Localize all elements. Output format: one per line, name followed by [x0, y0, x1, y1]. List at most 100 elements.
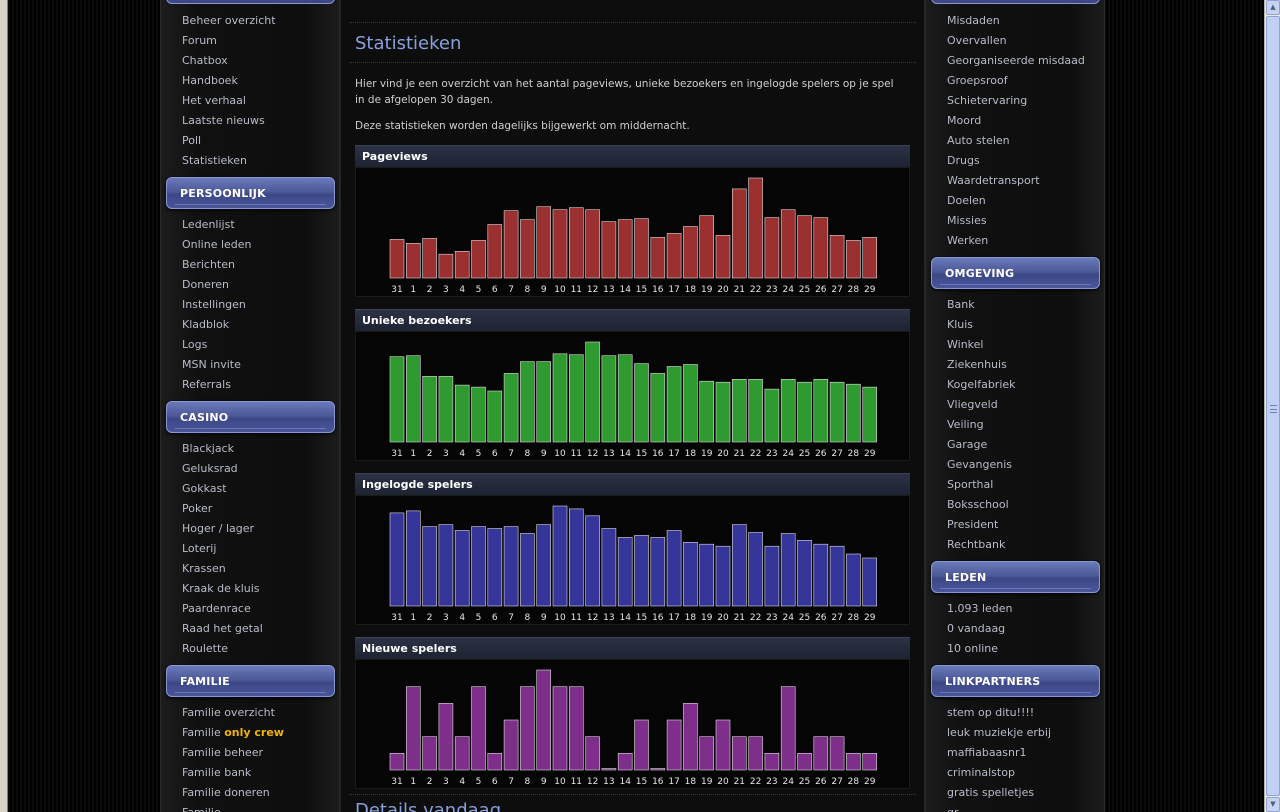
menu-item-roulette[interactable]: Roulette: [182, 642, 229, 655]
menu-item-werken[interactable]: Werken: [947, 234, 989, 247]
menu-item-kogelfabriek[interactable]: Kogelfabriek: [947, 378, 1016, 391]
menu-item-logs[interactable]: Logs: [182, 338, 208, 351]
menu-item-winkel[interactable]: Winkel: [947, 338, 984, 351]
tick-label: 29: [864, 613, 876, 623]
menu-item-handboek[interactable]: Handboek: [182, 74, 238, 87]
menu-item-missies[interactable]: Missies: [947, 214, 987, 227]
menu-item-10-online[interactable]: 10 online: [947, 642, 999, 655]
chart-pageviews: Pageviews 31 1 2 3 4 5 6 7 8 9 10 11 12 13 14 15 16 17 18 1…: [355, 145, 910, 297]
menu-item-paardenrace[interactable]: Paardenrace: [182, 602, 251, 615]
menu-item-schietervaring[interactable]: Schietervaring: [947, 94, 1028, 107]
menu-item-maffiabaasnr1[interactable]: maffiabaasnr1: [947, 746, 1027, 759]
menu-item-raad-het-getal[interactable]: Raad het getal: [182, 622, 263, 635]
menu-item-statistieken[interactable]: Statistieken: [182, 154, 247, 167]
menu-item-groepsroof[interactable]: Groepsroof: [947, 74, 1008, 87]
main-content: Statistieken Hier vind je een overzicht …: [340, 0, 925, 812]
menu-item-kraak-de-kluis[interactable]: Kraak de kluis: [182, 582, 260, 595]
menu-item-familie-beheer[interactable]: Familie beheer: [182, 746, 263, 759]
tick-label: 26: [815, 777, 827, 787]
bar-pageviews-24: [780, 209, 796, 279]
tick-label: 17: [668, 777, 679, 787]
menu-item-kladblok[interactable]: Kladblok: [182, 318, 230, 331]
menu-item-familie-name[interactable]: Familie only crew: [182, 723, 284, 743]
vertical-scrollbar[interactable]: ▲ ▼: [1264, 0, 1280, 812]
menu-item-loterij[interactable]: Loterij: [182, 542, 217, 555]
bar-ingelogde-spelers-24: [780, 533, 796, 607]
menu-item-geluksrad[interactable]: Geluksrad: [182, 462, 238, 475]
scroll-down-arrow-icon[interactable]: ▼: [1266, 797, 1280, 812]
menu-item-online-leden[interactable]: Online leden: [182, 238, 252, 251]
menu-item-garage[interactable]: Garage: [947, 438, 988, 451]
bar-unieke-bezoekers-2: [422, 375, 437, 443]
tick-label: 4: [459, 613, 465, 623]
menu-item-waardetransport[interactable]: Waardetransport: [947, 174, 1040, 187]
menu-item-drugs[interactable]: Drugs: [947, 154, 980, 167]
menu-item-criminalstop[interactable]: criminalstop: [947, 766, 1015, 779]
menu-item-boksschool[interactable]: Boksschool: [947, 498, 1009, 511]
menu-item-moord[interactable]: Moord: [947, 114, 982, 127]
tick-label: 16: [652, 777, 664, 787]
scroll-up-arrow-icon[interactable]: ▲: [1266, 0, 1280, 15]
menu-item-0-vandaag[interactable]: 0 vandaag: [947, 622, 1006, 635]
menu-item-ledenlijst[interactable]: Ledenlijst: [182, 218, 235, 231]
menu-item-leuk-muziekje-erbij[interactable]: leuk muziekje erbij: [947, 726, 1052, 739]
menu-item-georganiseerde-misdaad[interactable]: Georganiseerde misdaad: [947, 54, 1085, 67]
menu-item-auto-stelen[interactable]: Auto stelen: [947, 134, 1010, 147]
menu-item-gokkast[interactable]: Gokkast: [182, 482, 227, 495]
tick-label: 26: [815, 449, 827, 459]
bar-unieke-bezoekers-31: [389, 356, 405, 443]
menu-item-familie-doneren[interactable]: Familie doneren: [182, 786, 270, 799]
menu-item-blackjack[interactable]: Blackjack: [182, 442, 234, 455]
menu-item-rechtbank[interactable]: Rechtbank: [947, 538, 1006, 551]
menu-item-poll[interactable]: Poll: [182, 134, 202, 147]
menu-header-familie: FAMILIE: [166, 665, 335, 697]
menu-item-gr[interactable]: gr: [947, 803, 1051, 812]
menu-item-doneren[interactable]: Doneren: [182, 278, 229, 291]
menu-item-instellingen[interactable]: Instellingen: [182, 298, 246, 311]
menu-item-familie-bank[interactable]: Familie bank: [182, 766, 252, 779]
menu-item-poker[interactable]: Poker: [182, 502, 213, 515]
menu-item-gratis-spelletjes[interactable]: gratis spelletjes: [947, 786, 1035, 799]
bar-unieke-bezoekers-22: [748, 378, 763, 443]
menu-item-chatbox[interactable]: Chatbox: [182, 54, 228, 67]
menu-item-sporthal[interactable]: Sporthal: [947, 478, 994, 491]
menu-item-veiling[interactable]: Veiling: [947, 418, 984, 431]
menu-item-1-093-leden[interactable]: 1.093 leden: [947, 602, 1013, 615]
menu-item-overvallen[interactable]: Overvallen: [947, 34, 1007, 47]
menu-item-laatste-nieuws[interactable]: Laatste nieuws: [182, 114, 265, 127]
menu-item-berichten[interactable]: Berichten: [182, 258, 235, 271]
scrollbar-thumb[interactable]: [1266, 16, 1280, 796]
divider: [349, 22, 916, 23]
menu-item-ziekenhuis[interactable]: Ziekenhuis: [947, 358, 1007, 371]
tick-label: 19: [701, 285, 713, 295]
menu-item-vliegveld[interactable]: Vliegveld: [947, 398, 998, 411]
menu-item-familie-overzicht[interactable]: Familie overzicht: [182, 706, 275, 719]
menu-item-hoger-lager[interactable]: Hoger / lager: [182, 522, 255, 535]
bar-pageviews-17: [666, 233, 682, 279]
menu-item-president[interactable]: President: [947, 518, 999, 531]
menu-item-krassen[interactable]: Krassen: [182, 562, 226, 575]
bar-unieke-bezoekers-1: [405, 355, 421, 443]
bar-ingelogde-spelers-18: [683, 541, 698, 607]
menu-item-beheer-overzicht[interactable]: Beheer overzicht: [182, 14, 276, 27]
menu-item-referrals[interactable]: Referrals: [182, 378, 231, 391]
menu-item-het-verhaal[interactable]: Het verhaal: [182, 94, 246, 107]
bar-pageviews-14: [617, 219, 633, 279]
menu-item-kluis[interactable]: Kluis: [947, 318, 974, 331]
menu-item-stem-op-ditu[interactable]: stem op ditu!!!!: [947, 706, 1035, 719]
menu-item-forum[interactable]: Forum: [182, 34, 217, 47]
bar-nieuwe-spelers-22: [748, 736, 763, 771]
bar-pageviews-8: [520, 219, 535, 279]
tick-label: 4: [459, 449, 465, 459]
tick-label: 22: [750, 449, 761, 459]
menu-item-doelen[interactable]: Doelen: [947, 194, 986, 207]
bar-nieuwe-spelers-6: [487, 753, 503, 771]
menu-item-misdaden[interactable]: Misdaden: [947, 14, 1000, 27]
menu-item-bank[interactable]: Bank: [947, 298, 975, 311]
menu-item-msn-invite[interactable]: MSN invite: [182, 358, 241, 371]
left-menu-top-cap: [166, 0, 335, 4]
tick-label: 26: [815, 285, 827, 295]
tick-label: 4: [459, 777, 465, 787]
menu-item-gevangenis[interactable]: Gevangenis: [947, 458, 1013, 471]
menu-item-familie-more[interactable]: Familie: [182, 803, 284, 812]
